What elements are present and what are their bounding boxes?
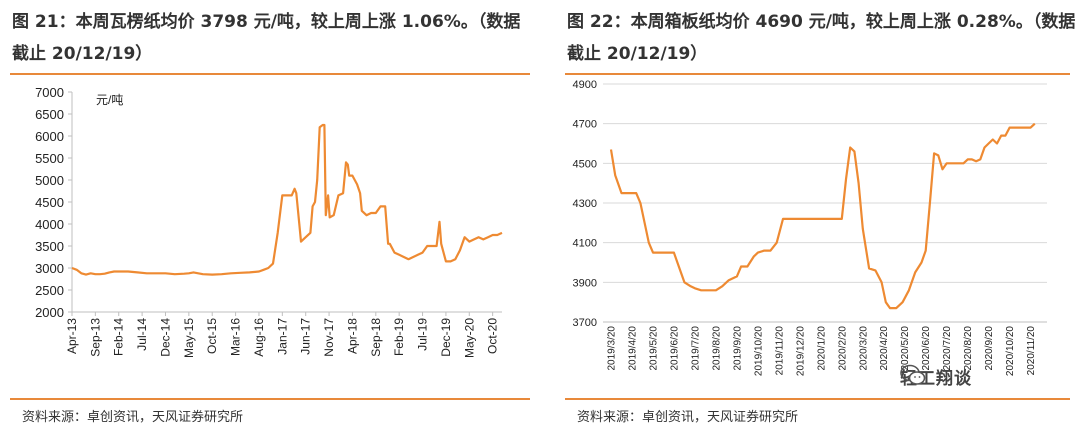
x-tick-label: Dec-14 [158,318,172,357]
chart-panel-left: 图 21：本周瓦楞纸均价 3798 元/吨，较上周上涨 1.06%。（数据截止 … [10,12,530,425]
x-tick-label: 2020/7/20 [942,326,953,371]
top-rule [565,73,1070,75]
x-tick-label: Jul-14 [135,318,149,351]
x-tick-label: 2019/9/20 [732,326,743,371]
x-tick-label: 2019/8/20 [711,326,722,371]
x-tick-label: 2020/5/20 [900,326,911,371]
y-tick-label: 3500 [35,239,64,254]
x-tick-label: Nov-17 [322,318,336,357]
x-tick-label: Jun-17 [299,318,313,355]
y-tick-label: 6000 [35,129,64,144]
x-tick-label: May-20 [462,318,476,358]
y-tick-label: 3000 [35,261,64,276]
x-tick-label: Dec-19 [439,318,453,357]
bottom-rule [565,398,1070,400]
cardboard-price-chart: 2000 2500 3000 3500 4000 4500 5000 5500 6000 6500… [35,85,503,358]
x-tick-label: 2019/7/20 [690,326,701,371]
x-tick-label: Feb-14 [112,318,126,356]
y-tick-label: 2000 [35,305,64,320]
x-tick-label: 2020/10/20 [1005,326,1016,376]
y-tick-label: 4500 [35,195,64,210]
x-tick-label: Jul-19 [416,318,430,351]
x-tick-label: 2020/3/20 [858,326,869,371]
chart-title: 图 21：本周瓦楞纸均价 3798 元/吨，较上周上涨 1.06%。（数据截止 … [12,12,521,64]
chart-panel-right: 图 22：本周箱板纸均价 4690 元/吨，较上周上涨 0.28%。（数据截止 … [555,0,1080,437]
x-tick-label: 2019/3/20 [607,326,618,371]
source-note: 资料来源：卓创资讯，天风证券研究所 [577,410,799,425]
x-tick-label: Jan-17 [275,318,289,355]
x-tick-label: Sep-18 [369,318,383,357]
x-tick-label: 2019/10/20 [753,326,764,376]
chart-title: 图 22：本周箱板纸均价 4690 元/吨，较上周上涨 0.28%。（数据截止 … [567,12,1076,64]
x-tick-label: 2019/5/20 [648,326,659,371]
x-tick-label: Oct-15 [205,318,219,354]
y-tick-label: 4000 [35,217,64,232]
x-tick-label: 2019/12/20 [795,326,806,376]
source-note: 资料来源：卓创资讯，天风证券研究所 [22,410,244,425]
y-tick-label: 4900 [573,79,597,91]
x-tick-label: 2020/1/20 [816,326,827,371]
series-line [71,123,503,276]
unit-label: 元/吨 [96,93,123,107]
x-tick-label: May-15 [182,318,196,358]
y-tick-label: 2500 [35,283,64,298]
series-line [609,122,1036,310]
x-tick-label: Aug-16 [252,318,266,357]
y-tick-label: 4500 [573,158,597,170]
x-tick-label: Apr-18 [345,318,359,354]
y-tick-label: 3700 [573,317,597,329]
y-tick-label: 6500 [35,107,64,122]
x-tick-label: 2020/11/20 [1026,326,1037,376]
x-tick-label: 2020/4/20 [879,326,890,371]
y-tick-label: 4700 [573,119,597,131]
x-tick-label: 2020/2/20 [837,326,848,371]
wechat-icon [900,364,926,385]
y-tick-label: 3900 [573,277,597,289]
x-tick-label: 2019/6/20 [669,326,680,371]
x-tick-label: Sep-13 [88,318,102,357]
y-tick-label: 4100 [573,238,597,250]
x-tick-label: 2020/9/20 [984,326,995,371]
y-tick-label: 7000 [35,85,64,100]
x-tick-label: 2019/4/20 [627,326,638,371]
x-tick-label: Apr-13 [65,318,79,354]
bottom-rule [10,398,530,400]
x-tick-label: Oct-20 [486,318,500,354]
x-tick-label: 2019/11/20 [774,326,785,376]
x-tick-label: Feb-19 [392,318,406,356]
y-tick-label: 5500 [35,151,64,166]
y-tick-label: 5000 [35,173,64,188]
top-rule [10,73,530,75]
x-tick-label: Mar-16 [229,318,243,356]
watermark: 轻工翔谈 [900,364,972,389]
y-tick-label: 4300 [573,198,597,210]
x-tick-label: 2020/6/20 [921,326,932,371]
boxboard-price-chart: 3700 3900 4100 4300 4500 4700 4900 2019/3/20 201… [573,79,1047,376]
x-tick-label: 2020/8/20 [963,326,974,371]
